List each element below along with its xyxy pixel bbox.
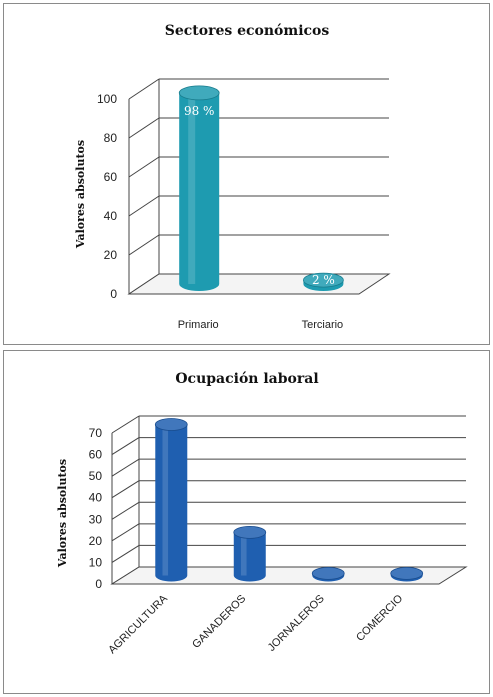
floor [127, 273, 391, 295]
gridline-side [111, 415, 140, 434]
y-tick-label: 70 [89, 426, 103, 440]
gridline-side [128, 78, 160, 100]
bar [178, 85, 220, 292]
plot-area: 0 10 20 30 40 50 60 70 AGRICULTURA GANADEROS JORNA… [89, 415, 468, 656]
y-tick-label: 0 [95, 577, 102, 591]
y-tick-label: 40 [104, 209, 118, 223]
bar [311, 566, 345, 582]
back-wall [139, 416, 466, 567]
y-tick-label: 0 [110, 287, 117, 301]
bar-highlight [240, 532, 247, 576]
floor [110, 566, 468, 585]
plot-area: 0 20 40 60 80 100 98 % Primario 2 % Terciario [97, 78, 391, 331]
bar-top [178, 85, 220, 101]
bar-highlight [162, 424, 169, 576]
y-tick-label: 10 [89, 555, 103, 569]
x-tick-label: Primario [178, 319, 219, 331]
bar [390, 566, 424, 582]
y-tick-label: 80 [104, 131, 118, 145]
x-tick-label: GANADEROS [190, 593, 248, 651]
bar-body [179, 92, 220, 292]
y-tick-label: 60 [104, 170, 118, 184]
x-tick-label: AGRICULTURA [106, 592, 170, 656]
y-axis-label: Valores absolutos [74, 140, 87, 249]
bar [154, 418, 188, 582]
bar [302, 272, 344, 291]
y-tick-label: 40 [89, 491, 103, 505]
gridline-side [111, 501, 140, 520]
gridline-side [128, 195, 160, 217]
y-tick-label: 20 [104, 248, 118, 262]
x-tick-label: COMERCIO [354, 592, 406, 644]
x-tick-label: Terciario [302, 319, 344, 331]
bar-body [233, 532, 266, 582]
bar-top [311, 566, 345, 580]
bar-highlight [188, 92, 196, 285]
chart-panel-sectores: Sectores económicos Valores absolutos 0 2… [3, 3, 490, 345]
bar-top [390, 566, 424, 580]
y-tick-label: 30 [89, 512, 103, 526]
ocupacion-chart: Ocupación laboral Valores absolutos 0 10 2… [56, 371, 468, 656]
bar-top [233, 525, 267, 539]
data-label: 2 % [312, 273, 335, 287]
chart-title: Ocupación laboral [175, 371, 318, 387]
chart-title: Sectores económicos [165, 23, 330, 39]
bar-body [155, 424, 188, 582]
gridline-side [111, 437, 140, 455]
gridline-side [111, 523, 140, 542]
x-tick-label: JORNALEROS [266, 593, 327, 654]
gridline-side [111, 545, 140, 563]
y-tick-label: 100 [97, 92, 117, 106]
gridline-side [128, 117, 160, 139]
gridline-side [111, 480, 140, 499]
bar-top [154, 418, 188, 431]
gridline-side [111, 458, 140, 477]
data-label: 98 % [184, 104, 215, 118]
y-axis-label: Valores absolutos [56, 459, 69, 568]
y-tick-label: 50 [89, 469, 103, 483]
chart-panel-ocupacion: Ocupación laboral Valores absolutos 0 10 2… [3, 350, 490, 694]
gridline-side [128, 234, 160, 256]
bar [233, 525, 267, 582]
y-tick-label: 20 [89, 534, 103, 548]
y-tick-label: 60 [89, 448, 103, 462]
bar-top [302, 272, 344, 288]
sectores-chart: Sectores económicos Valores absolutos 0 2… [74, 23, 391, 331]
gridline-side [128, 156, 160, 178]
